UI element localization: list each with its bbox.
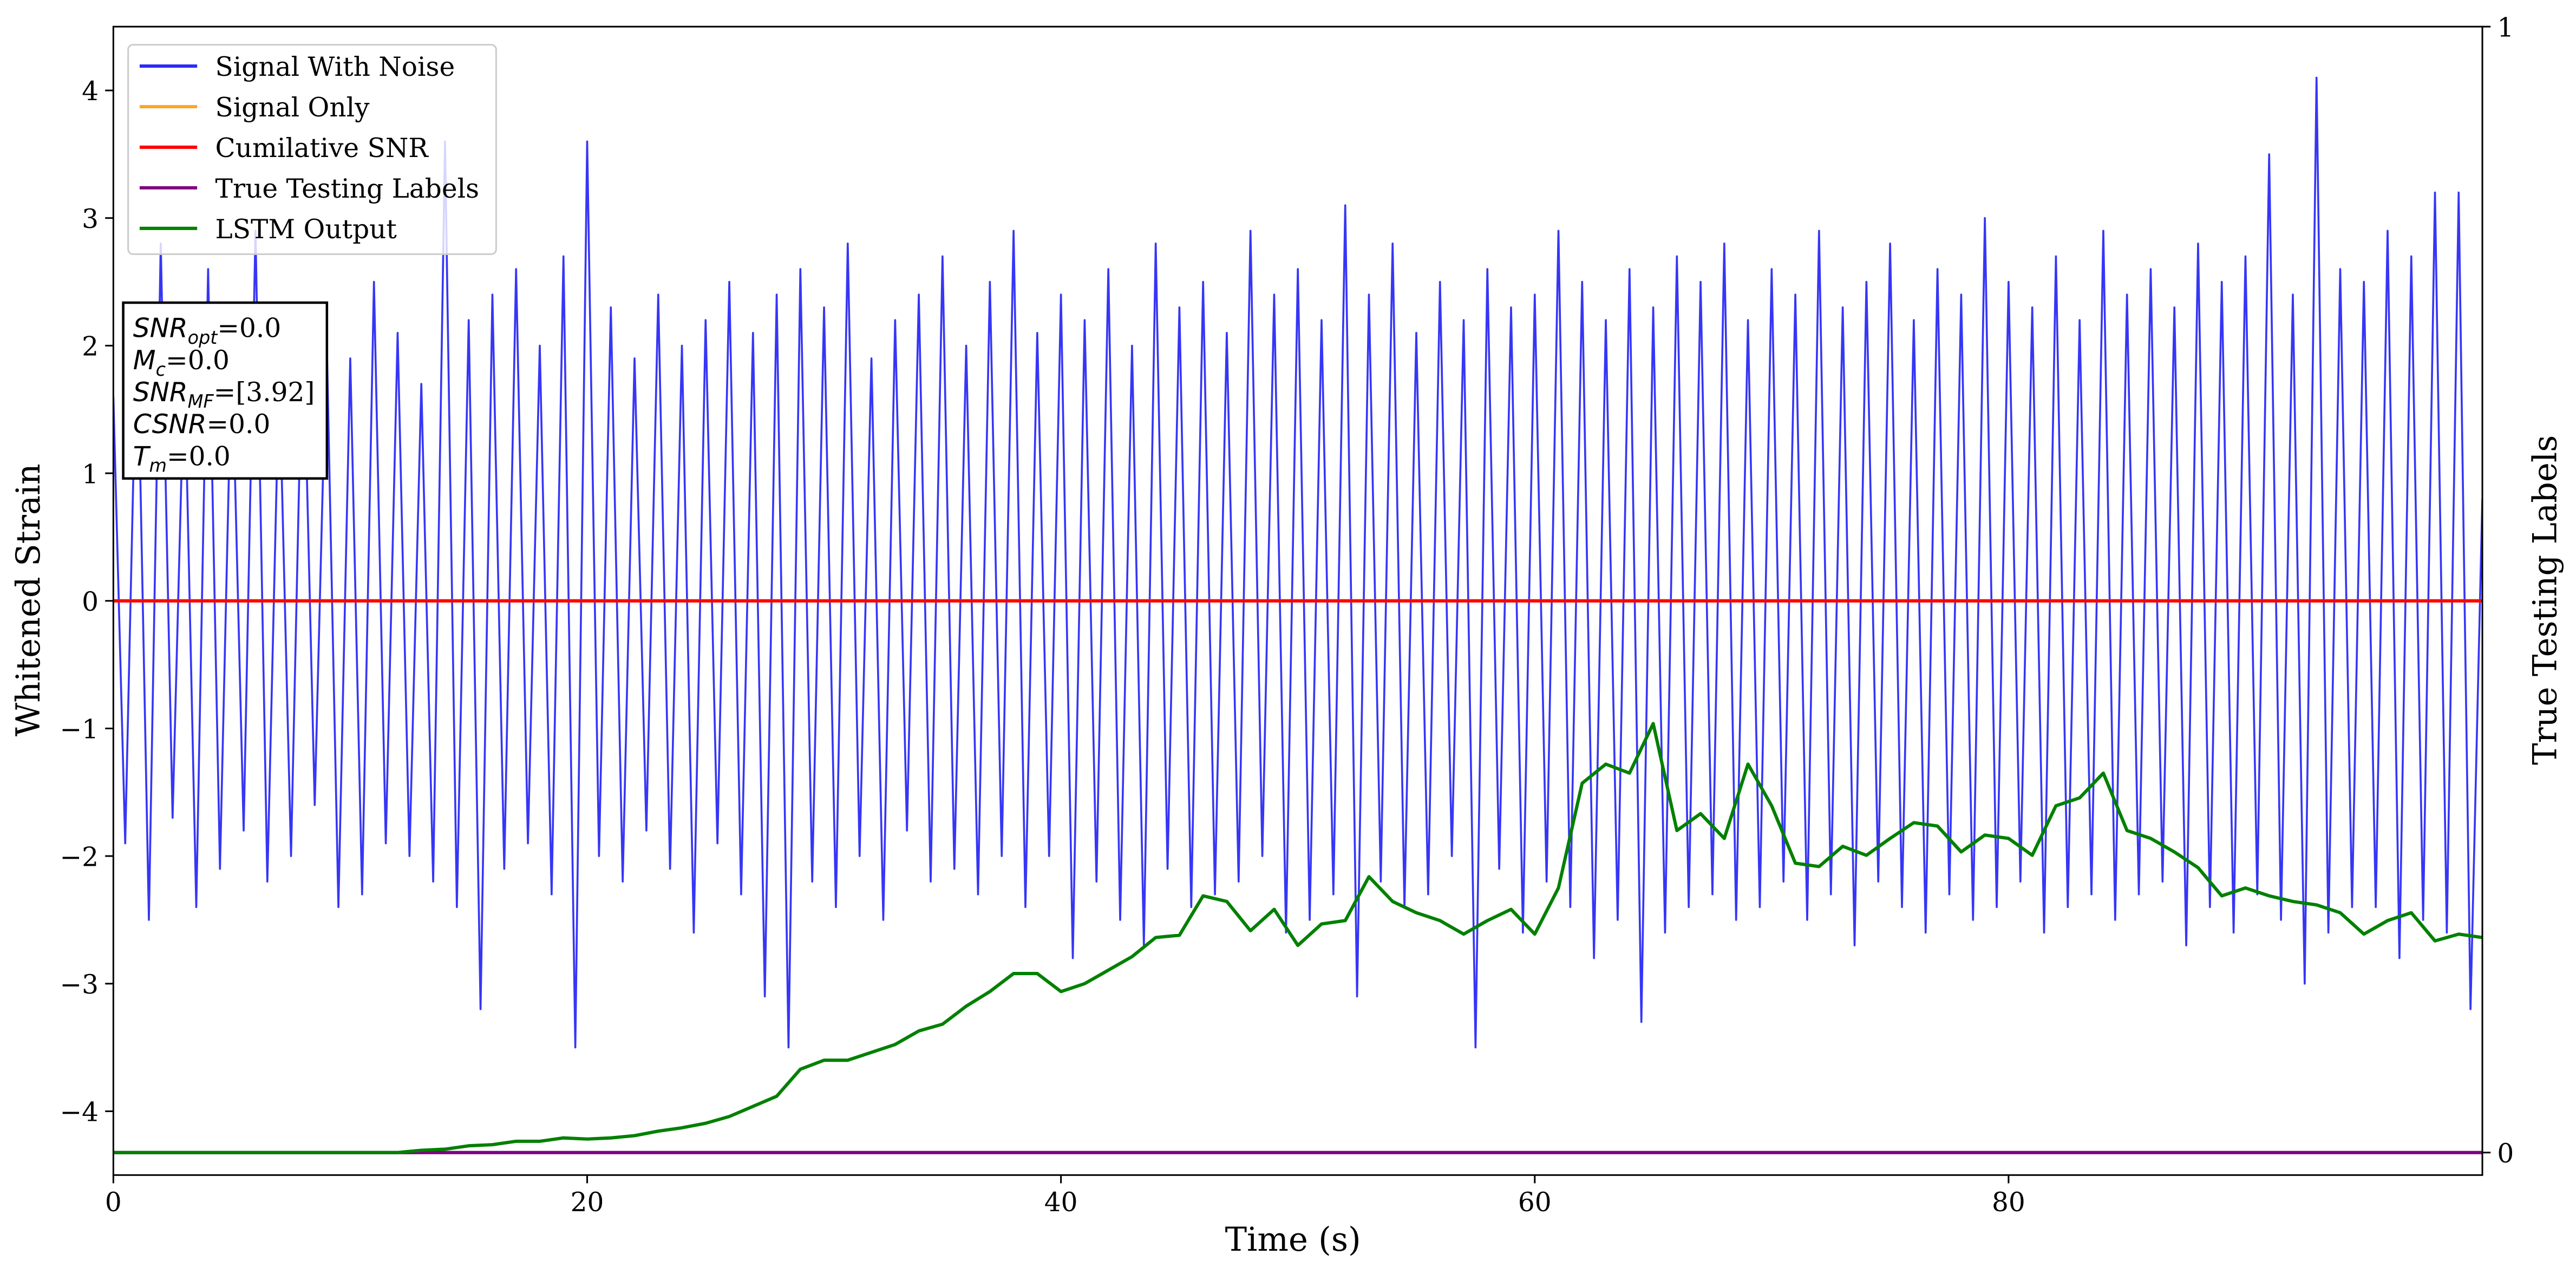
y-tick-label: −2 <box>60 842 99 872</box>
annotation-box: SNRopt=0.0Mc=0.0SNRMF=[3.92]CSNR=0.0Tm=0… <box>122 301 329 480</box>
annotation-part: SNR <box>133 313 188 344</box>
plot-area <box>113 76 2483 1154</box>
annotation-part: =0.0 <box>166 345 230 376</box>
annotation-part: CSNR <box>133 409 207 440</box>
x-axis-label: Time (s) <box>1225 1221 1361 1259</box>
legend-label: Cumilative SNR <box>215 133 429 164</box>
series-line <box>113 76 2483 1049</box>
legend-label: LSTM Output <box>215 214 397 245</box>
annotation-line: SNRMF=[3.92] <box>133 377 315 412</box>
x-tick-label: 60 <box>1518 1187 1552 1218</box>
legend: Signal With Noise Signal Only Cumilative S… <box>127 44 497 255</box>
y-tick-label: 2 <box>82 332 99 362</box>
annotation-part: SNR <box>133 377 188 408</box>
legend-label: Signal Only <box>215 93 370 123</box>
annotation-frame <box>122 301 329 480</box>
x-tick-label: 20 <box>571 1187 604 1218</box>
y-tick-label: −3 <box>60 970 99 1000</box>
legend-label: Signal With Noise <box>215 52 455 82</box>
y-tick-label: 0 <box>82 587 99 617</box>
annotation-part: T <box>133 441 151 472</box>
annotation-line: Mc=0.0 <box>133 345 230 380</box>
x-tick-label: 40 <box>1044 1187 1078 1218</box>
annotation-line: CSNR=0.0 <box>133 409 271 440</box>
annotation-part: =[3.92] <box>214 377 315 408</box>
y-tick-label: 4 <box>82 76 99 107</box>
annotation-part: MF <box>188 391 214 412</box>
y-tick-label: −1 <box>60 715 99 745</box>
annotation-part: opt <box>188 327 219 348</box>
annotation-part: =0.0 <box>217 313 281 344</box>
y-tick-label: 3 <box>82 204 99 234</box>
annotation-part: =0.0 <box>206 409 270 440</box>
x-tick-label: 0 <box>105 1187 122 1218</box>
x-tick-label: 80 <box>1992 1187 2025 1218</box>
y2-tick-label: 0 <box>2497 1139 2514 1169</box>
y-tick-label: 1 <box>82 459 99 489</box>
annotation-part: M <box>133 345 156 376</box>
y2-axis-label: True Testing Labels <box>2527 435 2565 765</box>
legend-frame <box>127 44 497 255</box>
annotation-part: c <box>156 359 166 380</box>
annotation-part: =0.0 <box>167 441 231 472</box>
series-line <box>113 722 2483 1154</box>
y-axis-label: Whitened Strain <box>10 463 48 736</box>
legend-label: True Testing Labels <box>215 174 480 204</box>
annotation-line: SNRopt=0.0 <box>133 313 281 348</box>
annotation-line: Tm=0.0 <box>133 441 231 476</box>
y2-tick-label: 1 <box>2497 12 2514 43</box>
annotation-part: m <box>149 455 167 476</box>
y-tick-label: −4 <box>60 1097 99 1128</box>
